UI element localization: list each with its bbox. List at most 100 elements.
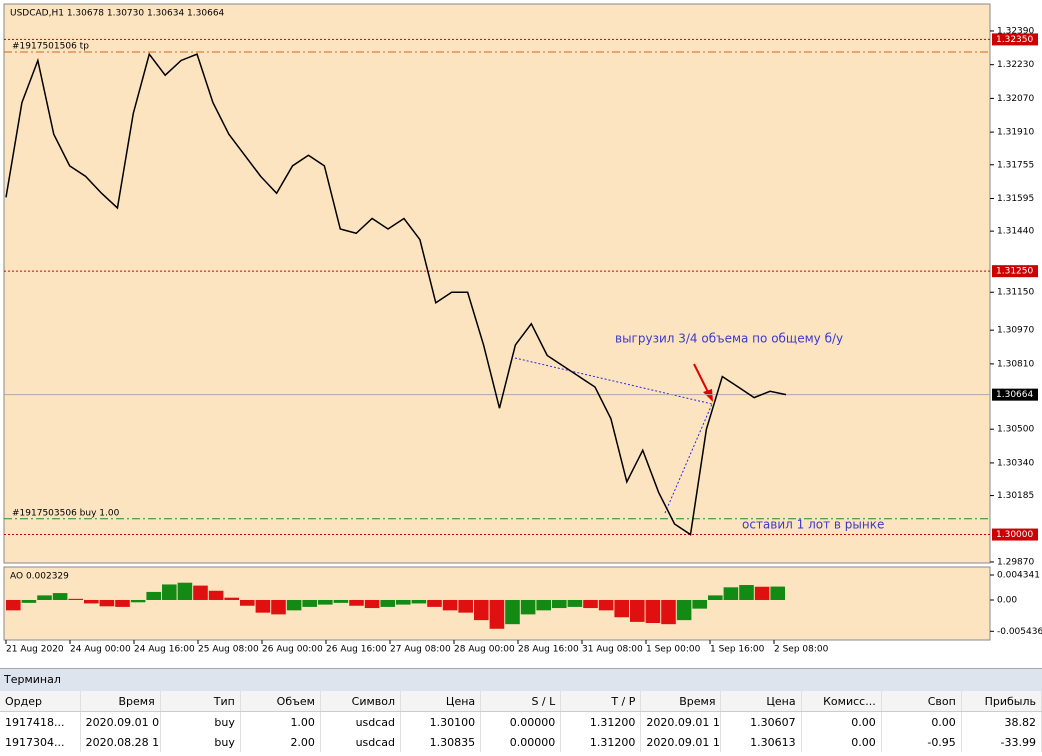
x-tick-label: 27 Aug 08:00 <box>390 645 451 655</box>
ao-bar <box>442 599 458 611</box>
ao-bar <box>427 599 442 607</box>
ao-bar <box>536 599 551 611</box>
column-header: Прибыль <box>961 691 1042 712</box>
ao-bar <box>318 599 333 605</box>
ao-bar <box>130 599 146 603</box>
cell: usdcad <box>320 732 402 752</box>
ao-bar <box>458 599 473 613</box>
ao-bar <box>411 599 427 604</box>
ao-bar <box>396 599 411 605</box>
ao-bar <box>52 593 68 600</box>
y-tick-label: 1.31440 <box>997 227 1034 237</box>
x-tick-label: 1 Sep 16:00 <box>710 645 765 655</box>
ao-bar <box>68 598 83 600</box>
x-tick-label: 25 Aug 08:00 <box>198 645 259 655</box>
order-label: #1917501506 tp <box>12 42 89 52</box>
column-header: Время <box>640 691 722 712</box>
column-header: Комисс... <box>801 691 882 712</box>
x-tick-label: 2 Sep 08:00 <box>774 645 829 655</box>
ao-bar <box>739 585 754 600</box>
column-header: Символ <box>320 691 402 712</box>
column-header: Цена <box>400 691 482 712</box>
cell: 0.00 <box>881 711 962 732</box>
cell: usdcad <box>320 711 402 732</box>
y-tick-label: 1.30340 <box>997 458 1034 468</box>
ao-bar <box>598 599 614 611</box>
order-row[interactable]: 1917304...2020.08.28 16:18:41buy2.00usdc… <box>0 732 1042 752</box>
ao-bar <box>37 595 52 600</box>
y-tick-label: 1.30500 <box>997 425 1034 435</box>
cell: 1.30100 <box>400 711 482 732</box>
x-tick-label: 1 Sep 00:00 <box>646 645 701 655</box>
y-tick-label: 1.30185 <box>997 491 1034 501</box>
ao-bar <box>255 599 271 613</box>
y-tick-label: 1.30810 <box>997 359 1034 369</box>
ao-bar <box>567 599 583 607</box>
y-tick-label: 1.31910 <box>997 128 1034 138</box>
y-tick-label: 1.32230 <box>997 60 1034 70</box>
level-box <box>992 33 1038 46</box>
ao-bar <box>676 599 692 621</box>
column-header: Тип <box>160 691 241 712</box>
cell: 0.00000 <box>480 711 562 732</box>
order-label: #1917503506 buy 1.00 <box>12 508 120 518</box>
level-box <box>992 388 1038 401</box>
ao-bar <box>614 599 629 618</box>
column-header: Ордер <box>0 691 81 712</box>
trade-line <box>514 357 713 405</box>
y-tick-label: 1.32070 <box>997 94 1034 104</box>
chart: USDCAD,H1 1.30678 1.30730 1.30634 1.3066… <box>0 0 1042 668</box>
header: USDCAD,H1 1.30678 1.30730 1.30634 1.3066… <box>10 9 225 19</box>
x-tick-label: 24 Aug 00:00 <box>70 645 131 655</box>
cell: 1917304... <box>0 732 81 752</box>
ao-bar <box>6 599 21 611</box>
cell: 2.00 <box>240 732 321 752</box>
cell: 1.30835 <box>400 732 482 752</box>
ao-bar <box>380 599 395 607</box>
cell: 38.82 <box>961 711 1042 732</box>
ao-bar <box>84 599 99 604</box>
price-line <box>5 52 787 536</box>
cell: 0.00 <box>801 711 882 732</box>
cell: 2020.09.01 17:39:32 <box>640 732 722 752</box>
cell: buy <box>160 711 241 732</box>
cell: 1.00 <box>240 711 321 732</box>
y-tick-label: 1.30970 <box>997 326 1034 336</box>
ao-bar <box>474 599 489 621</box>
ao-bar <box>630 599 645 622</box>
y-tick-label: 1.29870 <box>997 557 1034 567</box>
ao-bar <box>162 584 177 600</box>
ao-bar <box>146 591 161 600</box>
ao-bar <box>708 595 723 600</box>
column-header: Объем <box>240 691 321 712</box>
ao-bar <box>208 590 224 600</box>
x-tick-label: 21 Aug 2020 <box>6 645 64 655</box>
terminal: Терминал Ордер Время Тип Объем Символ Цена S /… <box>0 668 1042 756</box>
level-box <box>992 265 1038 278</box>
column-header: Время <box>80 691 161 712</box>
y-tick-label: 1.32390 <box>997 26 1034 36</box>
terminal-title: Терминал <box>0 668 1042 691</box>
annotation: оставил 1 лот в рынке <box>742 518 884 532</box>
ao-label: AO 0.002329 <box>10 572 69 582</box>
cell: 2020.09.01 05:40:43 <box>80 711 161 732</box>
ao-bar <box>645 599 661 624</box>
ao-bar <box>520 599 536 615</box>
ao-bar <box>489 599 505 629</box>
ao-tick-label: 0.00 <box>997 595 1017 605</box>
ao-bar <box>240 599 255 606</box>
cell: 1.31200 <box>560 732 642 752</box>
cell: 1.31200 <box>560 711 642 732</box>
ao-tick-label: -0.005436 <box>997 627 1042 637</box>
order-row[interactable]: 1917418...2020.09.01 05:40:43buy1.00usdc… <box>0 711 1042 732</box>
ao-bar <box>364 599 380 609</box>
ao-bar <box>286 599 302 611</box>
ao-bar <box>661 599 676 625</box>
level-box <box>992 528 1038 541</box>
x-tick-label: 31 Aug 08:00 <box>582 645 643 655</box>
ao-tick-label: 0.004341 <box>997 570 1040 580</box>
level-label: 1.30664 <box>996 390 1033 400</box>
main-panel <box>3 3 991 564</box>
